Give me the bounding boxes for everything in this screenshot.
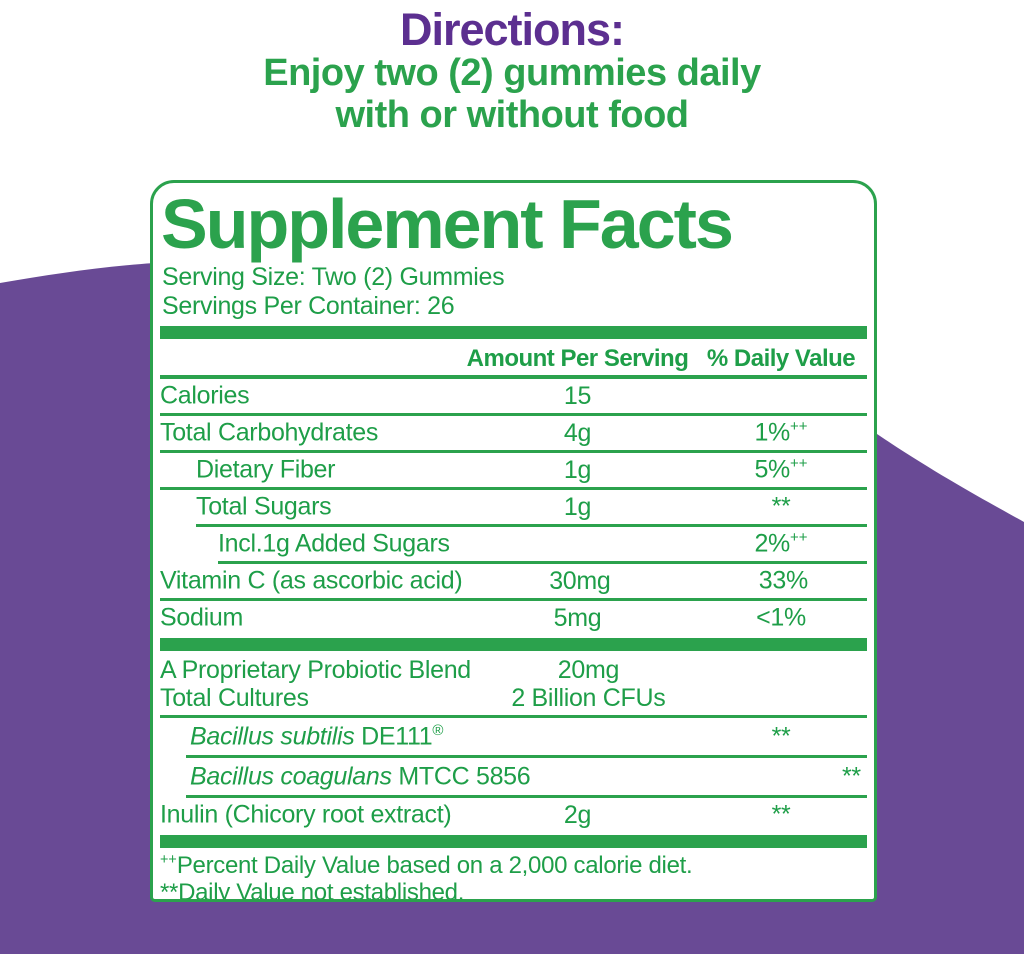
separator [160, 450, 867, 453]
directions-header: Directions: Enjoy two (2) gummies daily … [0, 0, 1024, 137]
blend-amount-2: 2 Billion CFUs [511, 684, 666, 712]
table-row-bacillus-coagulans: Bacillus coagulans MTCC 5856 ** [160, 758, 867, 795]
header-amount-per-serving: Amount Per Serving [466, 344, 689, 372]
divider-bar-middle [160, 638, 867, 651]
header-daily-value: % Daily Value [706, 344, 856, 372]
separator [160, 487, 867, 490]
directions-title: Directions: [399, 4, 625, 55]
serving-info: Serving Size: Two (2) Gummies Servings P… [162, 263, 867, 320]
servings-per-container: Servings Per Container: 26 [162, 291, 455, 320]
separator [160, 715, 867, 718]
dv-value: 1%++ [754, 418, 808, 447]
separator [160, 413, 867, 416]
amount-value: 5mg [553, 603, 602, 632]
table-row-total-carbohydrates: Total Carbohydrates 4g 1%++ [160, 416, 867, 450]
table-header-row: Amount Per Serving % Daily Value [160, 342, 867, 375]
panel-title: Supplement Facts [161, 185, 734, 263]
table-row-added-sugars: Incl.1g Added Sugars 2%++ [160, 527, 867, 561]
separator [196, 524, 867, 527]
divider-bar-top [160, 326, 867, 339]
dv-value: ** [771, 492, 791, 521]
blend-name-1: A Proprietary Probiotic Blend [160, 656, 471, 684]
dv-value: 33% [758, 566, 808, 595]
table-row-probiotic-blend: A Proprietary Probiotic Blend Total Cult… [160, 654, 867, 715]
supplement-facts-panel: Supplement Facts Serving Size: Two (2) G… [150, 180, 877, 902]
directions-line-1: Enjoy two (2) gummies daily [263, 52, 761, 95]
amount-value: 4g [563, 418, 592, 447]
blend-name-2: Total Cultures [160, 684, 309, 712]
separator [186, 795, 867, 798]
dv-value: ** [841, 762, 861, 791]
divider-bar-bottom [160, 835, 867, 848]
dv-value: ** [771, 722, 791, 751]
table-row-bacillus-subtilis: Bacillus subtilis DE111® ** [160, 718, 867, 755]
footnotes: ++Percent Daily Value based on a 2,000 c… [160, 852, 867, 902]
table-row-dietary-fiber: Dietary Fiber 1g 5%++ [160, 453, 867, 487]
amount-value: 30mg [549, 566, 611, 595]
table-row-vitamin-c: Vitamin C (as ascorbic acid) 30mg 33% [160, 564, 867, 598]
table-row-calories: Calories 15 [160, 379, 867, 413]
table-row-sodium: Sodium 5mg <1% [160, 601, 867, 635]
separator [160, 375, 867, 379]
footnote-not-established: **Daily Value not established. [160, 878, 465, 902]
blend-amount-1: 20mg [557, 656, 620, 684]
amount-value: 15 [563, 381, 592, 410]
amount-value: 2g [563, 800, 592, 829]
separator [186, 755, 867, 758]
dv-value: 5%++ [754, 455, 808, 484]
table-row-inulin: Inulin (Chicory root extract) 2g ** [160, 798, 867, 832]
amount-value: 1g [563, 492, 592, 521]
separator [160, 598, 867, 601]
serving-size: Serving Size: Two (2) Gummies [162, 263, 505, 291]
table-row-total-sugars: Total Sugars 1g ** [160, 490, 867, 524]
dv-value: ** [771, 800, 791, 829]
separator [218, 561, 867, 564]
amount-value: 1g [563, 455, 592, 484]
directions-line-2: with or without food [335, 94, 689, 137]
footnote-daily-value: ++Percent Daily Value based on a 2,000 c… [160, 852, 693, 879]
dv-value: <1% [756, 603, 806, 632]
dv-value: 2%++ [754, 529, 808, 558]
